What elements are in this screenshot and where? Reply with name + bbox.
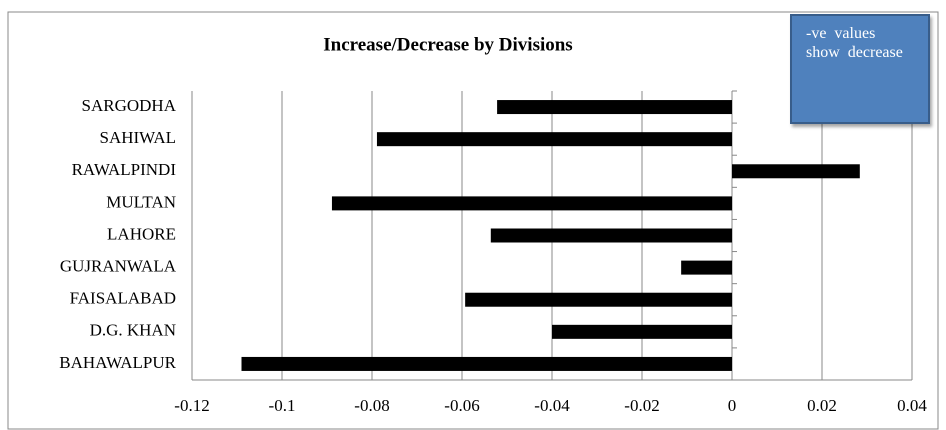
- bar: [497, 100, 732, 115]
- bar: [241, 356, 732, 371]
- bar: [490, 228, 732, 243]
- bar: [331, 196, 732, 211]
- x-tick-label: -0.06: [444, 396, 479, 415]
- y-tick-label: GUJRANWALA: [60, 257, 177, 276]
- y-tick-label: MULTAN: [106, 192, 176, 211]
- x-tick-label: 0: [728, 396, 737, 415]
- y-tick-label: D.G. KHAN: [90, 321, 176, 340]
- x-tick-label: -0.08: [354, 396, 389, 415]
- bar: [552, 324, 732, 339]
- bar: [681, 260, 732, 275]
- x-tick-label: 0.02: [807, 396, 837, 415]
- y-tick-label: BAHAWALPUR: [59, 353, 176, 372]
- x-tick-label: -0.12: [174, 396, 209, 415]
- x-tick-label: -0.02: [624, 396, 659, 415]
- chart-title: Increase/Decrease by Divisions: [323, 34, 572, 55]
- y-tick-label: RAWALPINDI: [72, 160, 177, 179]
- annotation: -ve values show decrease: [790, 14, 930, 124]
- y-tick-label: SAHIWAL: [100, 128, 177, 147]
- y-tick-label: SARGODHA: [82, 96, 177, 115]
- y-tick-label: FAISALABAD: [70, 289, 176, 308]
- x-tick-label: -0.04: [534, 396, 570, 415]
- y-tick-label: LAHORE: [107, 224, 176, 243]
- bar: [376, 132, 732, 147]
- x-tick-label: 0.04: [897, 396, 927, 415]
- x-tick-label: -0.1: [269, 396, 296, 415]
- bar: [465, 292, 732, 307]
- bar: [732, 164, 860, 179]
